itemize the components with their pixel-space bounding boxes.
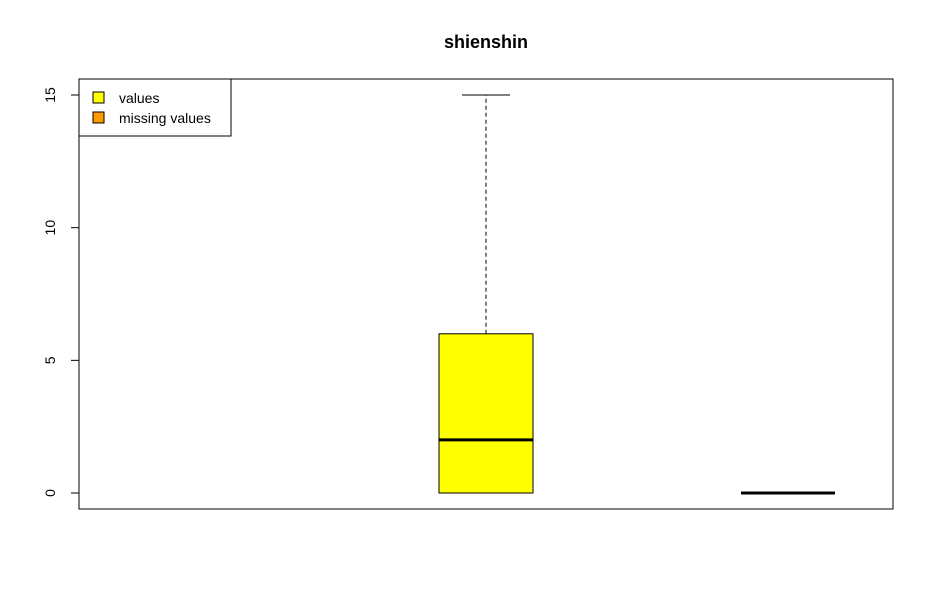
legend-label-values: values xyxy=(119,90,159,106)
box-iqr xyxy=(438,333,534,494)
box-values xyxy=(438,94,534,494)
legend-frame xyxy=(78,78,232,137)
legend-swatch-missing-values xyxy=(92,111,105,124)
y-tick-label: 0 xyxy=(42,489,58,497)
legend: values missing values xyxy=(78,78,232,137)
y-tick-label: 15 xyxy=(42,87,58,103)
legend-swatch-values xyxy=(92,91,105,104)
legend-label-missing-values: missing values xyxy=(119,110,211,126)
chart-title: shienshin xyxy=(444,32,528,52)
y-tick-label: 5 xyxy=(42,356,58,364)
y-axis: 0 5 10 15 xyxy=(42,87,80,497)
y-tick-label: 10 xyxy=(42,220,58,236)
box-series xyxy=(438,94,835,495)
